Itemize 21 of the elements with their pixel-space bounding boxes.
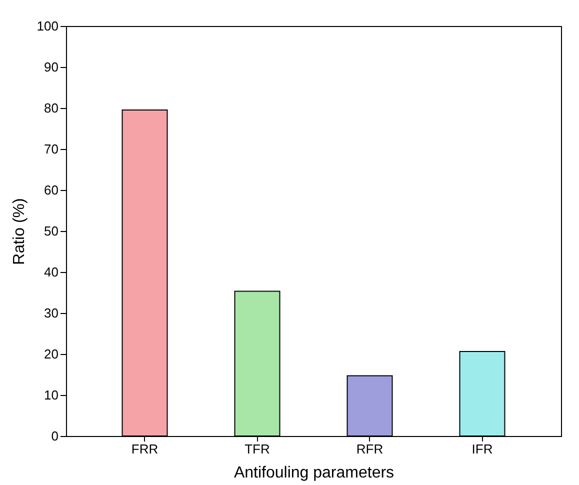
x-axis-title: Antifouling parameters (234, 464, 394, 482)
x-tick-label: IFR (472, 442, 493, 456)
bar (234, 290, 280, 436)
y-tick-label: 0 (51, 428, 58, 444)
bar (459, 351, 506, 436)
x-tick-label: RFR (356, 442, 384, 456)
x-tick-label: FRR (131, 442, 158, 456)
y-tick-label: 70 (44, 142, 58, 156)
bar (122, 110, 168, 436)
y-tick-label: 50 (44, 224, 58, 238)
x-tick-label: TFR (244, 442, 270, 456)
y-tick-label: 80 (44, 100, 58, 116)
y-tick-label: 10 (44, 388, 58, 402)
y-tick-label: 40 (44, 264, 58, 280)
y-tick-label: 30 (44, 306, 58, 320)
y-tick-label: 90 (44, 60, 58, 74)
y-tick-label: 20 (44, 346, 58, 362)
bar (346, 375, 393, 436)
y-tick-label: 60 (44, 182, 58, 198)
y-axis-title: Ratio (%) (10, 198, 28, 265)
y-tick-label: 100 (36, 18, 58, 34)
